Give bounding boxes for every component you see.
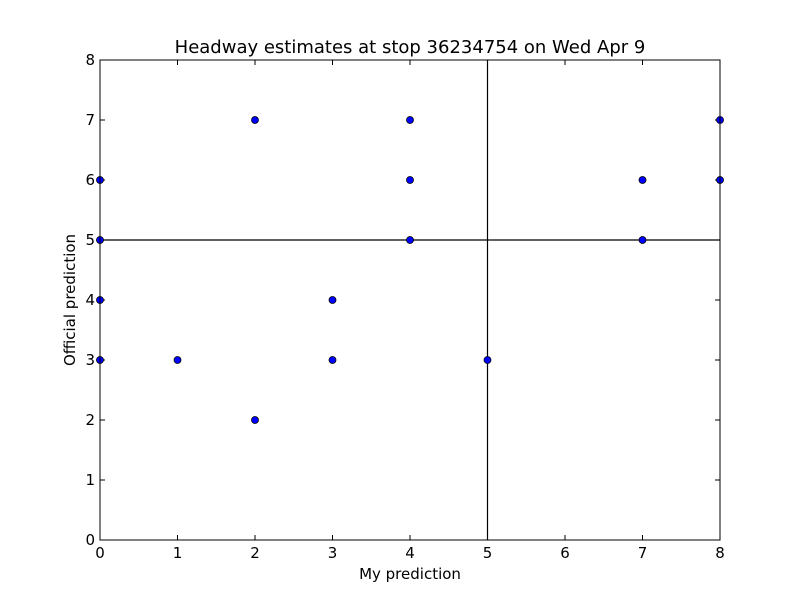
x-tick-label: 1: [173, 544, 183, 562]
x-tick-label: 4: [405, 544, 415, 562]
plot-area: [100, 60, 720, 540]
data-point: [406, 116, 414, 124]
x-tick-label: 3: [328, 544, 338, 562]
y-tick-label: 7: [85, 111, 95, 129]
x-axis-label: My prediction: [359, 565, 461, 583]
data-point: [638, 236, 647, 244]
data-point: [328, 296, 337, 304]
y-tick-label: 4: [85, 291, 95, 309]
x-tick-label: 5: [483, 544, 493, 562]
data-point: [406, 176, 414, 184]
x-tick-label: 7: [638, 544, 648, 562]
y-axis-label: Official prediction: [61, 234, 79, 366]
data-point: [251, 416, 259, 424]
data-point: [406, 236, 414, 244]
x-tick-label: 2: [250, 544, 260, 562]
y-tick-label: 2: [85, 411, 95, 429]
data-point: [483, 356, 492, 364]
x-tick-label: 0: [95, 544, 105, 562]
y-tick-label: 0: [85, 531, 95, 549]
y-tick-label: 6: [85, 171, 95, 189]
y-tick-label: 8: [85, 51, 95, 69]
data-point: [638, 176, 647, 184]
data-points: [96, 116, 724, 424]
x-tick-label: 6: [560, 544, 570, 562]
x-tick-label: 8: [715, 544, 725, 562]
y-tick-label: 1: [85, 471, 95, 489]
plot-frame: [99, 59, 721, 541]
y-tick-label: 3: [85, 351, 95, 369]
chart-title: Headway estimates at stop 36234754 on We…: [175, 37, 646, 58]
data-point: [328, 356, 337, 364]
data-point: [173, 356, 182, 364]
tick-labels: 0 1 2 3 4 5 6 7 8 0 1 2 3 4 5 6 7 8: [85, 51, 724, 562]
y-tick-label: 5: [85, 231, 95, 249]
data-point: [251, 116, 259, 124]
